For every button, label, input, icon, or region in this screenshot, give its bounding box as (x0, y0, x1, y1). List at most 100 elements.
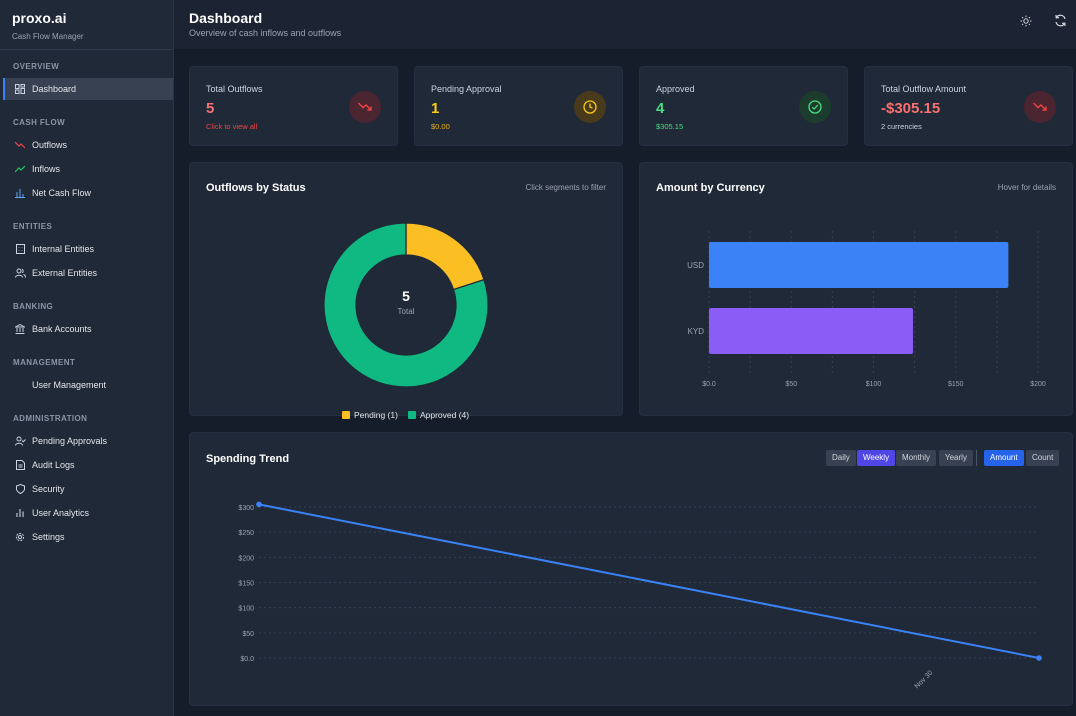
y-tick-label: $150 (238, 581, 254, 588)
sidebar-item-label: Bank Accounts (32, 324, 92, 334)
sidebar-item-bank-accounts[interactable]: Bank Accounts (3, 318, 173, 340)
sidebar-item-label: Dashboard (32, 84, 77, 94)
refresh-button[interactable] (1052, 14, 1068, 32)
stat-sub[interactable]: Click to view all (206, 122, 258, 131)
theme-toggle-button[interactable] (1018, 15, 1034, 31)
sidebar: proxo.ai Cash Flow Manager OVERVIEW Dash… (0, 0, 174, 716)
spending-trend-chart[interactable]: $0.0 $50 $100 $150 $200 $250 $300 Nov 30 (190, 433, 1074, 707)
trend-line (258, 503, 1040, 659)
panel-title: Spending Trend (206, 453, 290, 465)
sidebar-item-user-management[interactable]: User Management (3, 374, 173, 396)
legend-item-approved[interactable]: Approved (4) (407, 410, 469, 420)
stat-card-total-outflows[interactable]: Total Outflows 5 Click to view all (189, 66, 398, 146)
stat-label: Total Outflow Amount (881, 84, 967, 94)
sidebar-item-net-cash-flow[interactable]: Net Cash Flow (3, 182, 173, 204)
panel-title: Amount by Currency (656, 182, 765, 194)
x-tick-label: Nov 30 (914, 670, 935, 691)
panel-hint: Hover for details (997, 183, 1056, 192)
stat-label: Approved (656, 84, 695, 94)
sidebar-item-internal-entities[interactable]: Internal Entities (3, 238, 173, 260)
stat-value: 1 (431, 100, 440, 117)
brand-title: proxo.ai (12, 10, 67, 26)
stat-card-pending-approval[interactable]: Pending Approval 1 $0.00 (414, 66, 623, 146)
stat-sub: $305.15 (656, 122, 684, 131)
clock-icon (574, 91, 606, 123)
x-tick-label: $100 (866, 381, 882, 388)
bar-usd[interactable] (709, 242, 1009, 288)
metric-button-amount[interactable]: Amount (984, 450, 1024, 466)
x-tick-label: $200 (1030, 381, 1046, 388)
stat-card-total-outflow-amount[interactable]: Total Outflow Amount -$305.15 2 currenci… (864, 66, 1073, 146)
y-tick-label: $300 (238, 505, 254, 512)
sidebar-item-label: Internal Entities (32, 244, 95, 254)
nav-section-cash-flow: CASH FLOW (13, 118, 66, 127)
period-button-monthly[interactable]: Monthly (896, 450, 937, 466)
legend-item-pending[interactable]: Pending (1) (342, 410, 398, 420)
panel-hint: Click segments to filter (525, 183, 606, 192)
sidebar-item-audit-logs[interactable]: Audit Logs (3, 454, 173, 476)
dashboard-icon (14, 83, 26, 95)
sidebar-item-label: User Management (32, 380, 107, 390)
sidebar-item-security[interactable]: Security (3, 478, 173, 500)
sidebar-item-label: Pending Approvals (32, 436, 108, 446)
check-circle-icon (799, 91, 831, 123)
trend-point-0[interactable] (256, 501, 262, 508)
x-tick-label: $150 (948, 381, 964, 388)
trending-down-icon (14, 139, 26, 151)
period-button-daily[interactable]: Daily (826, 450, 856, 466)
blank-icon (14, 379, 26, 391)
stat-value: 4 (656, 100, 665, 117)
donut-chart[interactable]: 5 Total (190, 163, 624, 417)
x-tick-label: $50 (785, 381, 797, 388)
panel-title: Outflows by Status (206, 182, 306, 194)
sidebar-item-user-analytics[interactable]: User Analytics (3, 502, 173, 524)
sidebar-item-dashboard[interactable]: Dashboard (3, 78, 173, 100)
user-check-icon (14, 435, 26, 447)
metric-button-count[interactable]: Count (1026, 450, 1060, 466)
refresh-icon (1054, 14, 1067, 32)
bar-chart-icon (14, 187, 26, 199)
analytics-icon (14, 507, 26, 519)
sidebar-item-inflows[interactable]: Inflows (3, 158, 173, 180)
sidebar-item-label: Net Cash Flow (32, 188, 92, 198)
sidebar-item-settings[interactable]: Settings (3, 526, 173, 548)
sidebar-item-label: Inflows (32, 164, 61, 174)
sidebar-item-outflows[interactable]: Outflows (3, 134, 173, 156)
building-icon (14, 243, 26, 255)
header: Dashboard Overview of cash inflows and o… (174, 0, 1076, 50)
nav-section-entities: ENTITIES (13, 222, 53, 231)
trending-down-icon (349, 91, 381, 123)
sidebar-item-label: User Analytics (32, 508, 90, 518)
y-tick-label: USD (687, 261, 704, 270)
amount-by-currency-panel: Amount by Currency Hover for details $0.… (639, 162, 1073, 416)
sidebar-item-label: Outflows (32, 140, 68, 150)
stat-card-approved[interactable]: Approved 4 $305.15 (639, 66, 848, 146)
bar-kyd[interactable] (709, 308, 913, 354)
donut-center-value: 5 (402, 288, 410, 304)
stat-value: -$305.15 (881, 100, 941, 117)
period-button-yearly[interactable]: Yearly (939, 450, 973, 466)
period-button-weekly[interactable]: Weekly (857, 450, 896, 466)
donut-slice-pending[interactable] (405, 222, 485, 291)
sidebar-item-pending-approvals[interactable]: Pending Approvals (3, 430, 173, 452)
sidebar-item-label: Settings (32, 532, 65, 542)
shield-icon (14, 483, 26, 495)
stat-sub: 2 currencies (881, 122, 922, 131)
trending-down-icon (1024, 91, 1056, 123)
nav-section-administration: ADMINISTRATION (13, 414, 88, 423)
page-subtitle: Overview of cash inflows and outflows (189, 28, 342, 38)
sidebar-item-label: Security (32, 484, 65, 494)
brand: proxo.ai Cash Flow Manager (0, 0, 173, 50)
file-text-icon (14, 459, 26, 471)
stat-sub: $0.00 (431, 122, 450, 131)
brand-subtitle: Cash Flow Manager (12, 32, 84, 41)
y-tick-label: $100 (238, 606, 254, 613)
bank-icon (14, 323, 26, 335)
trend-point-1[interactable] (1036, 655, 1042, 661)
currency-bar-chart[interactable]: $0.0 $50 $100 $150 $200 USD KYD (640, 163, 1074, 417)
sidebar-item-external-entities[interactable]: External Entities (3, 262, 173, 284)
donut-slice-approved[interactable] (323, 222, 489, 388)
donut-legend: Pending (1) Approved (4) (342, 410, 469, 420)
legend-swatch (342, 411, 350, 419)
stat-label: Pending Approval (431, 84, 502, 94)
